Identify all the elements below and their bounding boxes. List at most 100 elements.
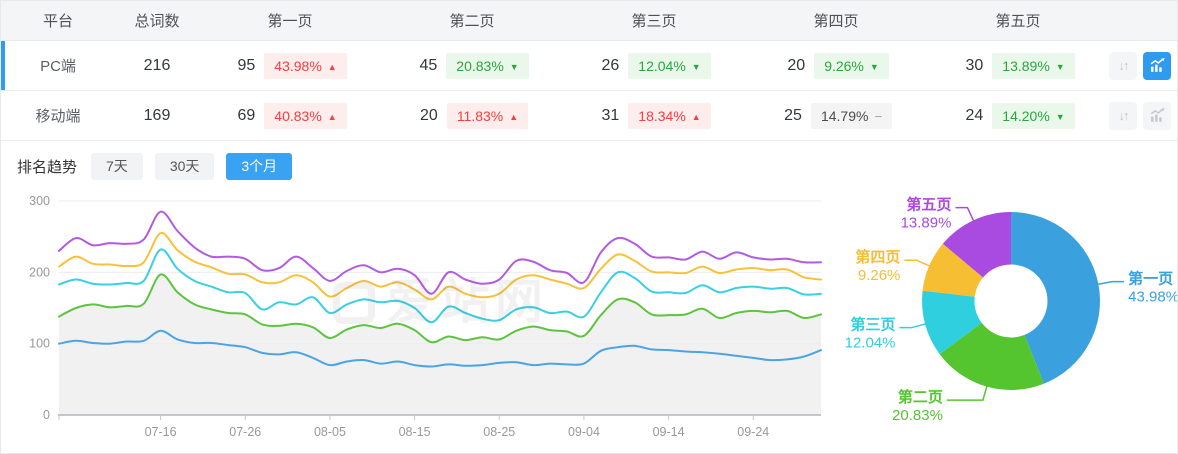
page5-cell: 24 14.20% ▼ [927,102,1109,129]
total-words-value: 216 [143,56,171,74]
trend-section-title: 排名趋势 [17,158,78,176]
donut-label-leader [904,259,932,268]
rank-table-header: 平台 总词数 第一页 第二页 第三页 第四页 第五页 [1,1,1177,41]
donut-label-name: 第四页 [855,248,900,266]
donut-slice-3[interactable] [922,243,984,297]
trend-chart-button[interactable] [1143,51,1171,80]
trend-line-1 [58,273,822,344]
page1-count: 69 [237,106,256,124]
charts-area: 07-16 07-26 08-05 08-15 08-25 09-04 09-14 09-24… [1,191,1177,453]
sort-arrows-icon: ↓↑ [1118,108,1130,123]
x-tick-label: 09-24 [737,425,769,439]
trend-arrow-icon: ▼ [509,61,519,72]
col-header-page5: 第五页 [995,13,1041,30]
trend-area-fill [59,274,821,415]
donut-label-value: 12.04% [845,335,896,352]
page5-change-badge: 14.20% ▼ [992,102,1075,129]
y-tick-label: 100 [29,337,50,351]
trend-arrow-icon: ▼ [869,61,879,72]
page3-count: 31 [601,106,620,124]
tab-3-months[interactable]: 3个月 [226,152,293,180]
trend-arrow-icon: ▼ [691,61,701,72]
sort-button[interactable]: ↓↑ [1109,51,1137,80]
trend-arrow-icon: ▼ [1055,111,1065,122]
trend-arrow-icon: − [874,108,883,124]
chart-icon [1150,108,1165,122]
chart-icon [1150,58,1165,72]
y-tick-label: 200 [29,265,50,279]
y-tick-label: 0 [43,408,50,422]
trend-arrow-icon: ▲ [509,111,519,122]
page4-change-badge: 14.79% − [810,102,893,129]
x-tick-label: 08-15 [399,425,431,439]
table-row-mobile[interactable]: 移动端 169 69 40.83% ▲ 20 11.83% ▲ 31 18.34% ▲… [1,91,1177,141]
page1-change-badge: 43.98% ▲ [264,52,347,79]
donut-slice-1[interactable] [939,322,1044,390]
page4-count: 20 [787,56,806,74]
page3-cell: 26 12.04% ▼ [563,52,745,79]
tab-30-days[interactable]: 30天 [154,152,215,180]
col-header-page3: 第三页 [631,13,677,30]
donut-label-value: 13.89% [901,215,952,232]
page2-cell: 45 20.83% ▼ [381,52,563,79]
col-header-page1: 第一页 [267,13,313,30]
trend-section-header: 排名趋势 7天 30天 3个月 [1,141,1177,191]
page5-count: 30 [965,56,984,74]
active-row-indicator [1,41,5,90]
page5-cell: 30 13.89% ▼ [927,52,1109,79]
donut-slice-0[interactable] [1011,212,1100,384]
page1-change-badge: 40.83% ▲ [264,102,347,129]
donut-label-value: 43.98% [1128,289,1178,306]
donut-label-name: 第一页 [1128,270,1173,288]
donut-slice-2[interactable] [922,290,982,355]
trend-arrow-icon: ▲ [327,111,337,122]
trend-arrow-icon: ▲ [691,111,701,122]
rank-trend-line-chart[interactable]: 07-16 07-26 08-05 08-15 08-25 09-04 09-14 09-24… [15,193,827,453]
trend-line-4 [58,210,822,295]
platform-label: 移动端 [35,108,81,125]
page2-cell: 20 11.83% ▲ [381,102,563,129]
row-actions: ↓↑ [1109,51,1177,80]
donut-label-leader [1096,280,1125,286]
page4-cell: 25 14.79% − [745,102,927,129]
trend-arrow-icon: ▼ [1055,61,1065,72]
page3-change-badge: 12.04% ▼ [628,52,711,79]
trend-line-0 [58,329,822,368]
page1-cell: 69 40.83% ▲ [199,102,381,129]
page1-count: 95 [237,56,256,74]
trend-line-3 [58,232,822,301]
page1-cell: 95 43.98% ▲ [199,52,381,79]
x-tick-label: 09-14 [653,425,685,439]
trend-arrow-icon: ▲ [327,61,337,72]
page-share-donut-chart[interactable]: 第一页 43.98% 第二页 20.83% 第三页 12.04% 第四页 9.26% 第五页 13… [843,182,1178,453]
donut-label-leader [899,322,928,329]
page5-change-badge: 13.89% ▼ [992,52,1075,79]
page5-count: 24 [965,106,984,124]
donut-label-value: 20.83% [892,407,943,424]
page3-change-badge: 18.34% ▲ [628,102,711,129]
page2-change-badge: 11.83% ▲ [446,102,529,129]
page4-change-badge: 9.26% ▼ [814,52,889,79]
donut-slice-4[interactable] [942,212,1011,278]
x-tick-label: 08-05 [314,425,346,439]
x-tick-label: 08-25 [483,425,515,439]
x-tick-label: 09-04 [568,425,600,439]
donut-label-name: 第二页 [898,388,943,406]
sort-button[interactable]: ↓↑ [1109,101,1137,130]
col-header-platform: 平台 [42,13,73,30]
x-tick-label: 07-26 [229,425,261,439]
donut-label-value: 9.26% [858,267,901,284]
col-header-page2: 第二页 [449,13,495,30]
x-tick-label: 07-16 [145,425,177,439]
total-words-value: 169 [143,106,171,124]
page3-count: 26 [601,56,620,74]
page2-count: 20 [420,106,438,124]
page3-cell: 31 18.34% ▲ [563,102,745,129]
table-row-pc[interactable]: PC端 216 95 43.98% ▲ 45 20.83% ▼ 26 12.04% ▼… [1,41,1177,91]
trend-chart-button[interactable] [1143,101,1171,130]
page4-cell: 20 9.26% ▼ [745,52,927,79]
platform-label: PC端 [40,58,76,75]
tab-7-days[interactable]: 7天 [91,152,143,180]
col-header-total-words: 总词数 [134,13,180,30]
